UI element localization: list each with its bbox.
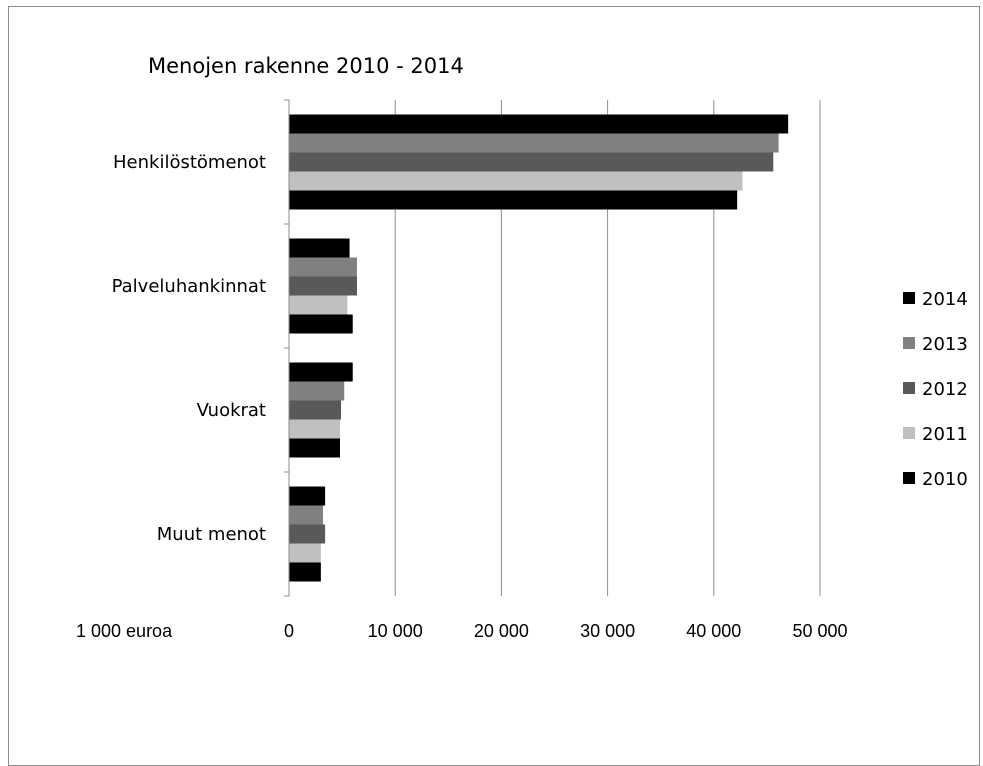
bar-2013 bbox=[289, 257, 357, 277]
legend-label: 2014 bbox=[922, 289, 968, 310]
x-tick-label: 30 000 bbox=[580, 621, 635, 641]
unit-label: 1 000 euroa bbox=[76, 621, 173, 641]
bar-2014 bbox=[289, 238, 350, 258]
category-axis bbox=[284, 99, 290, 597]
x-tick-label: 50 000 bbox=[792, 621, 847, 641]
legend-swatch bbox=[903, 337, 915, 349]
bar-2014 bbox=[289, 114, 789, 134]
bar-2013 bbox=[289, 505, 323, 525]
bar-2010 bbox=[289, 438, 340, 458]
x-tick-label: 10 000 bbox=[368, 621, 423, 641]
category-label: Henkilöstömenot bbox=[113, 152, 266, 173]
bars bbox=[289, 114, 789, 582]
chart-title: Menojen rakenne 2010 - 2014 bbox=[148, 54, 464, 78]
bar-2010 bbox=[289, 562, 321, 582]
legend-swatch bbox=[903, 427, 915, 439]
x-tick-labels: 0 10 000 20 000 30 000 40 000 50 000 bbox=[284, 621, 848, 641]
bar-2012 bbox=[289, 152, 774, 172]
bar-2010 bbox=[289, 314, 353, 334]
legend: 2014 2013 2012 2011 2010 bbox=[903, 289, 968, 490]
bar-2010 bbox=[289, 190, 738, 210]
category-label: Palveluhankinnat bbox=[112, 276, 266, 297]
legend-label: 2013 bbox=[922, 334, 968, 355]
category-labels: Henkilöstömenot Palveluhankinnat Vuokrat Mu… bbox=[112, 152, 266, 545]
bar-2011 bbox=[289, 543, 321, 563]
bar-2014 bbox=[289, 486, 326, 506]
legend-label: 2010 bbox=[922, 469, 968, 490]
bar-2012 bbox=[289, 276, 357, 296]
x-tick-label: 0 bbox=[284, 621, 294, 641]
bar-2013 bbox=[289, 381, 345, 401]
x-tick-label: 40 000 bbox=[686, 621, 741, 641]
bar-2012 bbox=[289, 524, 326, 544]
bar-2011 bbox=[289, 295, 348, 315]
bar-2012 bbox=[289, 400, 342, 420]
category-label: Vuokrat bbox=[197, 400, 266, 421]
legend-swatch bbox=[903, 292, 915, 304]
legend-label: 2011 bbox=[922, 424, 968, 445]
bar-2011 bbox=[289, 171, 743, 191]
legend-swatch bbox=[903, 382, 915, 394]
category-label: Muut menot bbox=[157, 524, 266, 545]
legend-swatch bbox=[903, 472, 915, 484]
bar-2014 bbox=[289, 362, 353, 382]
legend-label: 2012 bbox=[922, 379, 968, 400]
x-tick-label: 20 000 bbox=[474, 621, 529, 641]
bar-2013 bbox=[289, 133, 779, 153]
bar-2011 bbox=[289, 419, 340, 439]
